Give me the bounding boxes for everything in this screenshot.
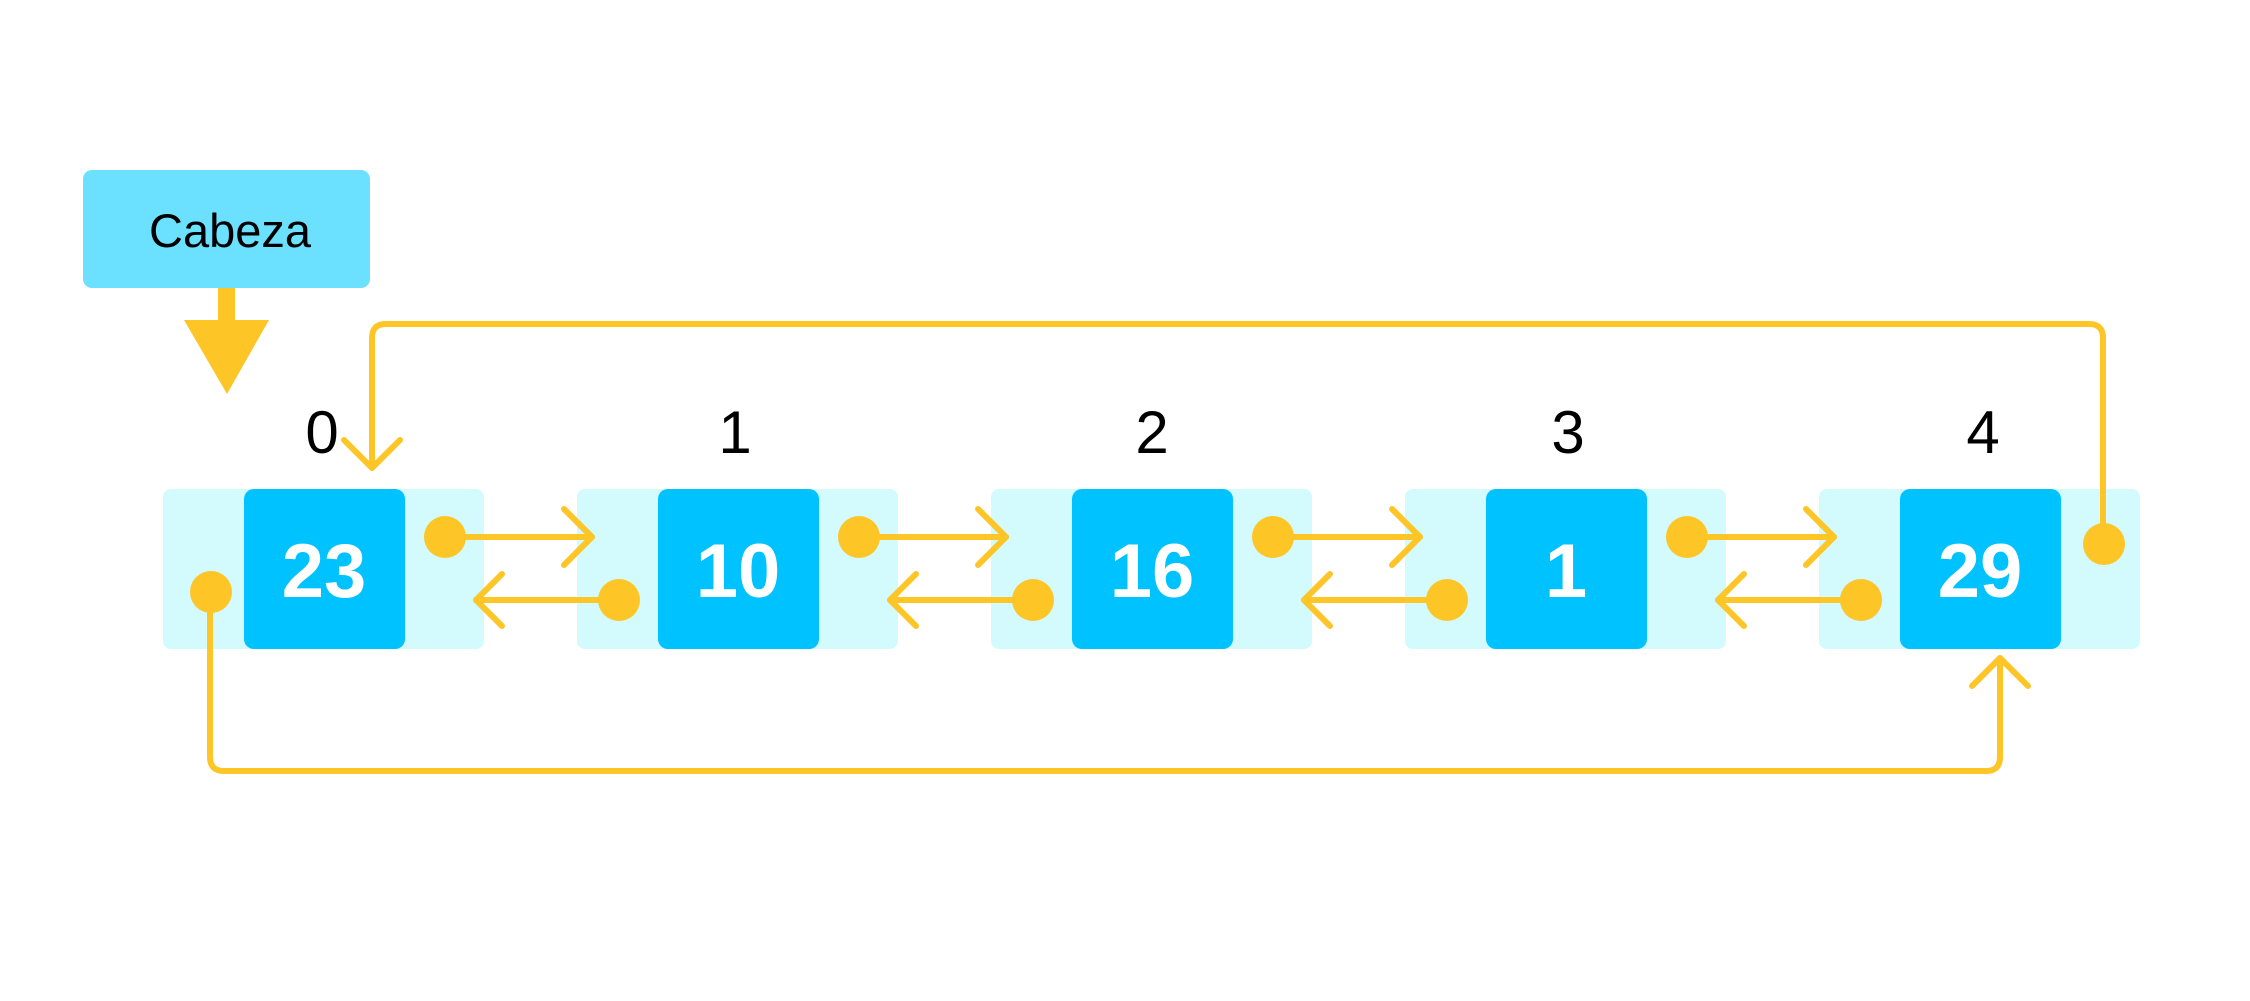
pointer-dot-icon (838, 516, 880, 558)
list-node-2: 16 2 (991, 399, 1312, 649)
node-value: 23 (282, 529, 367, 614)
arrowhead-right-icon (975, 506, 1009, 568)
down-arrow-icon (184, 320, 269, 394)
next-pointer-0-1 (441, 506, 595, 568)
arrowhead-right-icon (1389, 506, 1423, 568)
list-node-1: 10 1 (577, 399, 898, 649)
circular-next-pointer-4-0 (341, 321, 2106, 546)
arrowhead-left-icon (1715, 571, 1747, 629)
pointer-dot-icon (1840, 579, 1882, 621)
pointer-dot-icon (1252, 516, 1294, 558)
arrowhead-left-icon (887, 571, 919, 629)
node-value: 1 (1545, 529, 1587, 614)
node-value-box (1486, 489, 1647, 649)
prev-pointer-2-1 (887, 571, 1034, 629)
head-pointer: Cabeza (83, 170, 370, 394)
node-value-box (658, 489, 819, 649)
node-value: 16 (1110, 529, 1195, 614)
arrowhead-up-icon (1969, 655, 2031, 689)
list-node-0: 23 0 (163, 399, 484, 649)
pointer-dot-icon (190, 571, 232, 613)
head-arrow-shaft (218, 288, 235, 324)
node-value: 10 (696, 529, 781, 614)
pointer-dot-icon (1666, 516, 1708, 558)
node-value-box (1072, 489, 1233, 649)
pointer-dots (190, 516, 2125, 621)
arrowhead-left-icon (1301, 571, 1333, 629)
node-index: 2 (1135, 399, 1168, 466)
node-index: 0 (305, 399, 338, 466)
node-index: 3 (1551, 399, 1584, 466)
node-index: 1 (718, 399, 751, 466)
pointer-links (207, 321, 2106, 774)
next-pointer-1-2 (855, 506, 1009, 568)
pointer-dot-icon (424, 516, 466, 558)
node-value-box (244, 489, 405, 649)
prev-pointer-4-3 (1715, 571, 1862, 629)
arrowhead-right-icon (1803, 506, 1837, 568)
node-list: 23 0 10 1 16 2 1 3 29 4 (163, 399, 2140, 649)
list-node-4: 29 4 (1819, 399, 2140, 649)
next-pointer-3-4 (1683, 506, 1837, 568)
prev-pointer-3-2 (1301, 571, 1448, 629)
node-index: 4 (1966, 399, 1999, 466)
arrowhead-left-icon (473, 571, 505, 629)
prev-pointer-1-0 (473, 571, 620, 629)
next-pointer-2-3 (1269, 506, 1423, 568)
head-box (83, 170, 370, 288)
pointer-dot-icon (598, 579, 640, 621)
arrowhead-right-icon (561, 506, 595, 568)
node-value-box (1900, 489, 2061, 649)
pointer-dot-icon (2083, 523, 2125, 565)
node-value: 29 (1938, 529, 2023, 614)
pointer-dot-icon (1426, 579, 1468, 621)
head-label: Cabeza (149, 204, 312, 257)
list-node-3: 1 3 (1405, 399, 1726, 649)
pointer-dot-icon (1012, 579, 1054, 621)
arrowhead-down-icon (341, 437, 403, 471)
circular-prev-pointer-0-4 (207, 589, 2031, 774)
